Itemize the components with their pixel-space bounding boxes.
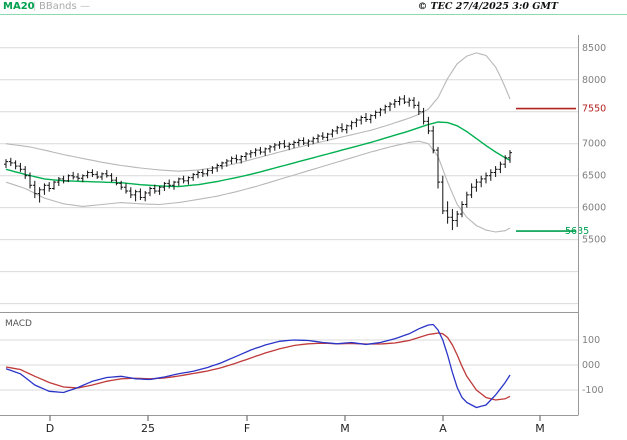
header-rule bbox=[0, 14, 627, 15]
macd-axis-label: -100 bbox=[582, 385, 604, 396]
y-axis-label: 6500 bbox=[582, 171, 606, 182]
x-tick-label: D bbox=[46, 422, 54, 435]
support-label: 5635 bbox=[565, 226, 589, 237]
x-tick-label: 25 bbox=[141, 422, 155, 435]
x-tick-label: M bbox=[340, 422, 350, 435]
x-tick-label: A bbox=[439, 422, 447, 435]
y-axis-label: 7000 bbox=[582, 139, 606, 150]
y-axis-label: 5500 bbox=[582, 235, 606, 246]
ma20-line bbox=[5, 121, 511, 188]
y-axis-label: 8000 bbox=[582, 75, 606, 86]
bollinger-upper-line bbox=[5, 52, 511, 172]
y-axis-label: 6000 bbox=[582, 203, 606, 214]
macd-line bbox=[5, 323, 511, 409]
macd-axis-label: 000 bbox=[582, 360, 600, 371]
legend-bbands: BBands bbox=[39, 1, 77, 12]
y-axis-label: 8500 bbox=[582, 43, 606, 54]
copyright-text: © TEC 27/4/2025 3:0 GMT bbox=[417, 1, 558, 12]
macd-signal-line bbox=[5, 332, 511, 401]
legend-ma20: MA20 bbox=[3, 1, 35, 12]
x-tick-label: F bbox=[244, 422, 250, 435]
legend-line-sample: — bbox=[80, 1, 90, 12]
macd-panel-label: MACD bbox=[5, 319, 32, 329]
resistance-label: 7550 bbox=[582, 104, 606, 115]
macd-axis-label: 100 bbox=[582, 335, 600, 346]
legend-divider: | bbox=[33, 1, 37, 12]
x-tick-label: M bbox=[535, 422, 545, 435]
bollinger-lower-line bbox=[5, 140, 511, 233]
